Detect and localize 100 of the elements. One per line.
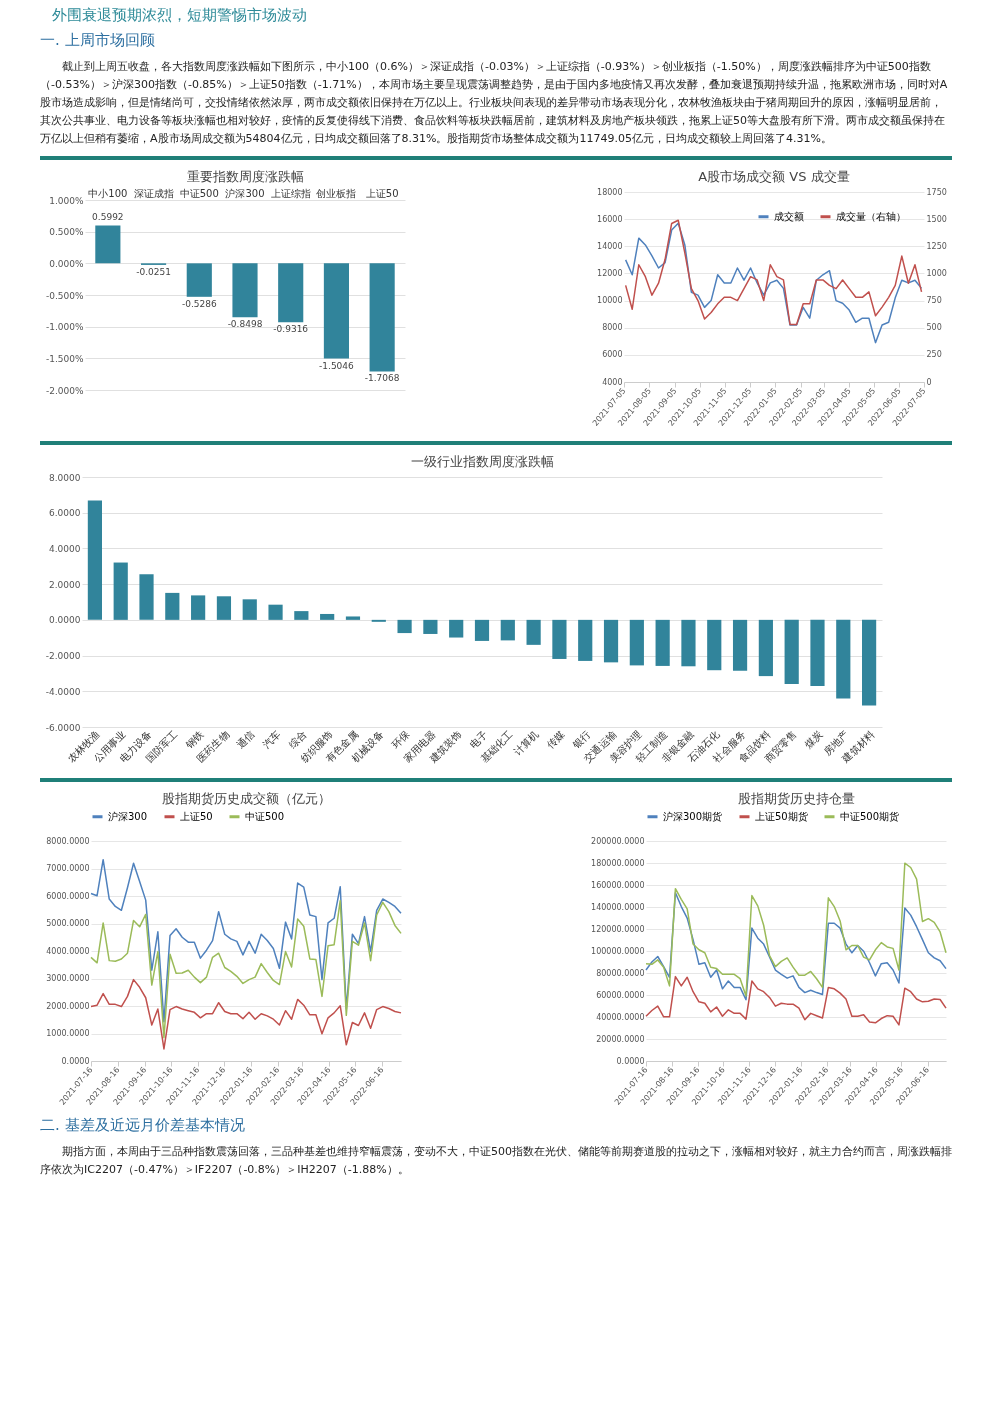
bar [732,619,748,671]
legend-label: 沪深300 [108,810,148,822]
chart-title: 股指期货历史持仓量 [737,791,855,806]
bar [862,619,877,706]
x-tick-label: 中证500 [179,187,219,199]
bar [629,619,644,666]
legend-label: 沪深300期货 [663,810,723,822]
y-tick-label: 18000 [597,187,623,197]
y-tick-label: 7000.0000 [46,864,90,873]
x-tick-label: 通信 [234,728,257,751]
legend-label: 上证50 [180,810,213,822]
x-tick-label: 深证成指 [133,187,174,199]
y-tick-label: 0.500% [49,227,84,238]
y-tick-label: 100000.0000 [591,946,645,956]
y-tick-label: -0.500% [45,290,84,301]
bar [526,619,541,645]
y-tick-label: 3000.0000 [46,974,90,983]
y-tick-label: 12000 [597,268,623,278]
legend-label: 成交额 [774,210,804,222]
x-tick-label: 创业板指 [316,187,357,199]
bar [268,604,283,620]
legend-label: 中证500 [245,810,285,822]
x-tick-label: 中小100 [88,187,128,199]
y2-tick-label: 1250 [926,241,947,251]
y-tick-label: 6000 [602,350,623,360]
bar [423,619,438,634]
y-tick-label: 1.000% [49,195,84,206]
line-series [624,222,923,344]
text: 截止到上周五收盘，各大指数周度涨跌幅如下图所示，中小100（0.6%）＞深证成指（-0.03%）＞上证综指（-0.93%）＞创业板指（-1.50%），周度涨跌幅排序为中证500指数（-0.53%）＞沪深300指数（-0.85%）＞上证50指数（-1.71%），本周市场主要呈现震荡调整趋势，是由于国内多地疫情又再次发酵，叠加衰退预期持续升温，拖累欧洲市场，同时对A股市场造成影响，但是情绪尚可，交投情绪依然浓厚，两市成交额依旧保持在万亿以上。行业板块间表现的差异带动市场表现分化，农林牧渔板块由于猪周期回升的原因，涨幅明显居前，其次公共事业、电力设备等板块涨幅也相对较好，疫情的反复使得线下消费、食品饮料等板块跌幅居前，建筑材料及房地产板块领跌，拖累上证50等大盘股有所下滑。两市成交额虽保持在万亿以上但稍有萎缩，A股市场周成交额为54804亿元，日均成交额回落了8.31%。股指期货市场整体成交额为11749.05亿元，日均成交额较上周回落了4.31%。 [40,59,949,147]
y-tick-label: 4000 [602,377,623,387]
chart-title: 一级行业指数周度涨跌幅 [410,454,554,469]
bar [836,619,851,699]
y-tick-label: 120000.0000 [591,924,645,934]
y-tick-label: 2000.0000 [46,1001,90,1011]
bar [113,562,128,620]
y2-tick-label: 1750 [926,187,947,197]
bar [449,619,464,638]
y-tick-label: -1.000% [45,322,84,333]
data-label: -0.8498 [227,319,263,330]
y-tick-label: 160000.0000 [591,880,645,890]
legend-label: 上证50期货 [755,810,808,822]
data-label: -0.0251 [136,266,171,277]
line-series [90,858,402,1023]
y-tick-label: 5000.0000 [46,919,90,928]
y-tick-label: 8000.0000 [46,836,90,846]
y-tick-label: 14000 [597,241,623,251]
text: 二. 基差及近远月价差基本情况 [40,1116,246,1135]
x-tick-label: 环保 [389,728,412,751]
y-tick-label: 140000.0000 [591,902,645,912]
bar [810,619,825,686]
y2-tick-label: 250 [926,350,942,360]
chart-title: 重要指数周度涨跌幅 [186,169,304,184]
line-series [645,975,947,1026]
bar [500,619,515,641]
legend-label: 成交量（右轴） [836,210,906,222]
y-tick-label: 8000 [602,323,623,333]
chart-title: 股指期货历史成交额（亿元） [161,791,331,806]
bar [655,619,670,666]
data-label: 0.5992 [92,212,124,223]
bar [578,619,593,661]
bar [552,619,567,659]
y2-tick-label: 500 [926,323,942,333]
y-tick-label: 1000.0000 [46,1029,90,1038]
y-tick-label: 0.0000 [49,615,81,626]
text: 外围衰退预期浓烈，短期警惕市场波动 [52,6,308,25]
y-tick-label: 16000 [597,214,623,224]
y-tick-label: -2.0000 [45,651,81,662]
y-tick-label: 4000.0000 [46,946,90,956]
y-tick-label: 60000.0000 [596,990,645,1000]
bar [139,574,154,620]
x-tick-label: 沪深300 [225,187,265,199]
bar [87,500,102,620]
x-tick-label: 上证综指 [270,187,311,199]
line-series [645,862,947,997]
y-tick-label: 40000.0000 [596,1012,645,1022]
y2-tick-label: 0 [926,377,932,387]
bar [294,611,309,620]
y-tick-label: 200000.0000 [591,836,645,846]
y-tick-label: -1.500% [45,353,84,364]
x-tick-label: 汽车 [260,728,283,751]
line-series [90,899,402,1039]
y-tick-label: -6.0000 [45,722,81,733]
y-tick-label: 2.0000 [49,579,81,590]
y-tick-label: 0.0000 [616,1056,645,1066]
y-tick-label: 20000.0000 [596,1034,645,1044]
bar [784,619,799,684]
chart-title: A股市场成交额 VS 成交量 [698,169,850,184]
y2-tick-label: 1000 [926,268,947,278]
y-tick-label: 0.000% [49,258,84,269]
line-series [645,891,947,1001]
bar [603,619,619,663]
y2-tick-label: 1500 [926,214,947,224]
y-tick-label: -2.000% [45,385,84,396]
y-tick-label: -4.0000 [45,686,81,697]
bar [758,619,773,677]
line-series [90,978,402,1050]
x-tick-label: 上证50 [365,187,399,199]
y-tick-label: 0.0000 [61,1056,90,1066]
bar [707,619,722,671]
y-tick-label: 180000.0000 [591,858,645,868]
